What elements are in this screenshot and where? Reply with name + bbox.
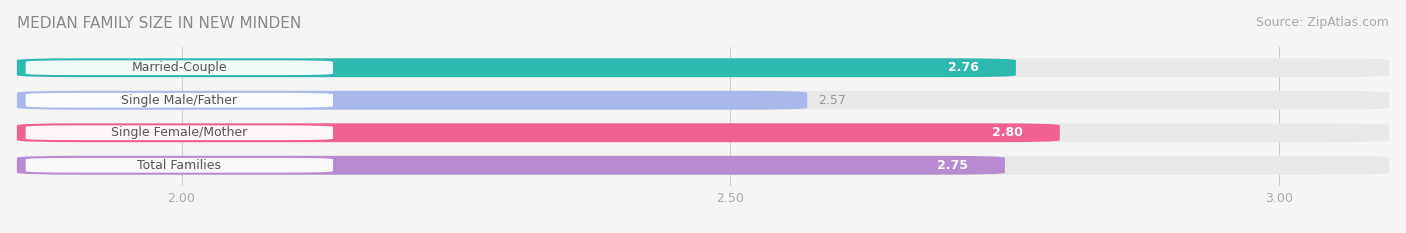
FancyBboxPatch shape xyxy=(17,156,1005,175)
Text: 2.75: 2.75 xyxy=(938,159,969,172)
FancyBboxPatch shape xyxy=(17,156,1389,175)
FancyBboxPatch shape xyxy=(917,60,1011,75)
FancyBboxPatch shape xyxy=(17,91,807,110)
FancyBboxPatch shape xyxy=(25,93,333,108)
Text: Source: ZipAtlas.com: Source: ZipAtlas.com xyxy=(1256,16,1389,29)
FancyBboxPatch shape xyxy=(25,60,333,75)
FancyBboxPatch shape xyxy=(905,158,1000,173)
Text: 2.76: 2.76 xyxy=(948,61,979,74)
Text: Single Female/Mother: Single Female/Mother xyxy=(111,126,247,139)
Text: Total Families: Total Families xyxy=(138,159,221,172)
Text: 2.57: 2.57 xyxy=(818,94,846,107)
Text: MEDIAN FAMILY SIZE IN NEW MINDEN: MEDIAN FAMILY SIZE IN NEW MINDEN xyxy=(17,16,301,31)
FancyBboxPatch shape xyxy=(17,123,1060,142)
Text: 2.80: 2.80 xyxy=(993,126,1024,139)
FancyBboxPatch shape xyxy=(17,58,1017,77)
FancyBboxPatch shape xyxy=(17,58,1389,77)
Text: Single Male/Father: Single Male/Father xyxy=(121,94,238,107)
Text: Married-Couple: Married-Couple xyxy=(132,61,228,74)
FancyBboxPatch shape xyxy=(17,91,1389,110)
FancyBboxPatch shape xyxy=(25,158,333,173)
FancyBboxPatch shape xyxy=(17,123,1389,142)
FancyBboxPatch shape xyxy=(25,125,333,140)
FancyBboxPatch shape xyxy=(960,125,1054,140)
